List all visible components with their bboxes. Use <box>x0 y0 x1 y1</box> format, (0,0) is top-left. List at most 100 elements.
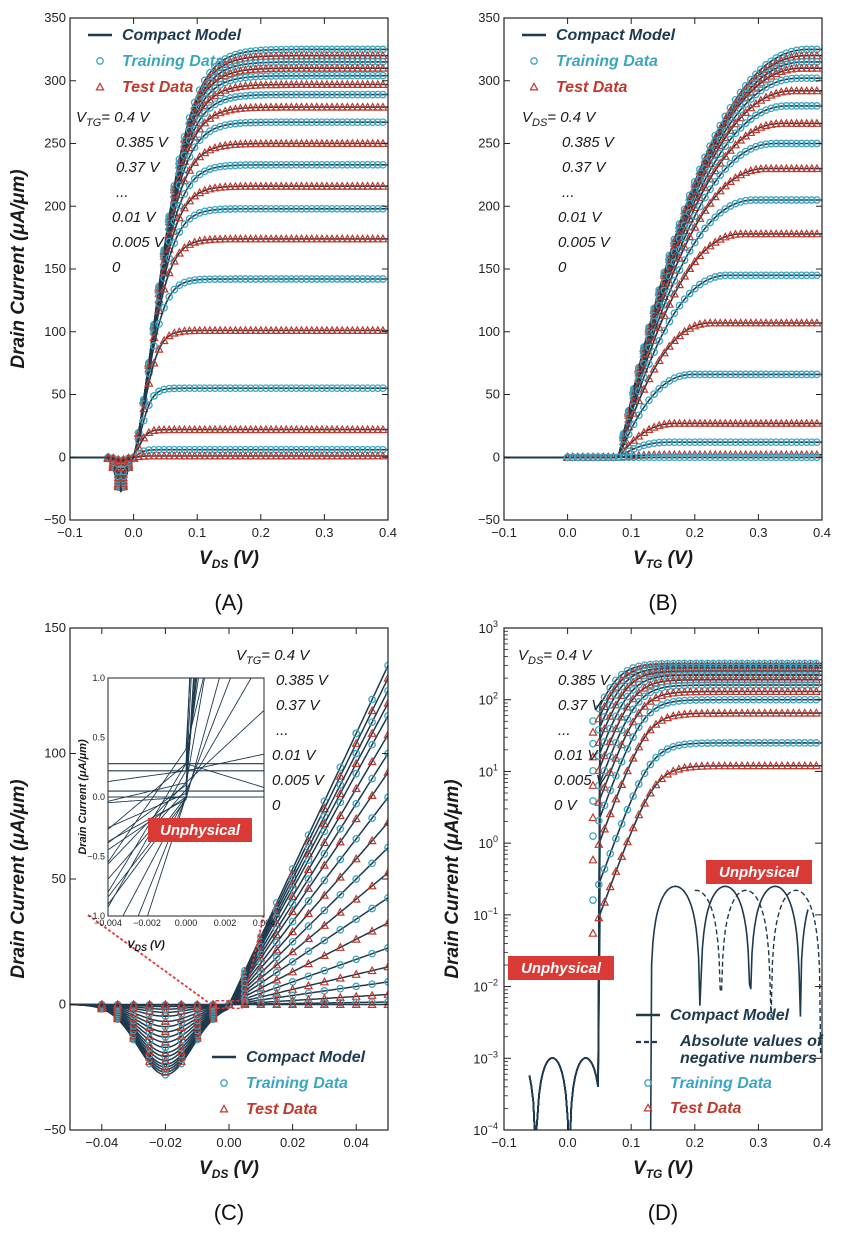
training-marker <box>767 139 775 148</box>
training-marker <box>251 161 260 169</box>
training-marker <box>706 438 714 447</box>
training-marker <box>304 856 313 865</box>
test-marker <box>786 118 797 127</box>
training-marker <box>792 271 801 280</box>
training-marker <box>353 275 362 283</box>
training-marker <box>368 718 376 726</box>
training-marker <box>797 453 806 462</box>
test-marker <box>662 689 673 698</box>
test-marker <box>628 753 638 762</box>
training-marker <box>292 160 301 169</box>
training-marker <box>307 160 316 169</box>
training-marker <box>368 740 376 749</box>
test-marker <box>741 229 751 238</box>
training-marker <box>379 160 387 169</box>
annotation-line: 0.005 V <box>558 234 612 251</box>
test-marker <box>215 234 225 243</box>
training-marker <box>256 979 265 988</box>
annotation-line: 0.005 V <box>272 772 326 789</box>
test-marker <box>240 181 251 190</box>
test-marker <box>301 102 312 111</box>
training-marker <box>806 739 815 747</box>
training-marker <box>797 196 806 204</box>
x-tick-label: 0.1 <box>188 525 206 540</box>
test-marker <box>154 451 164 460</box>
test-marker <box>281 181 291 190</box>
training-marker <box>161 1043 170 1052</box>
test-marker <box>594 737 604 747</box>
training-marker <box>731 370 740 379</box>
annotation-line: 0 <box>272 797 281 814</box>
training-marker <box>216 58 224 67</box>
training-marker <box>328 118 336 127</box>
test-marker <box>179 451 190 460</box>
training-marker <box>624 453 633 462</box>
test-marker <box>737 666 747 675</box>
training-marker <box>304 922 313 930</box>
training-marker <box>746 115 755 123</box>
test-marker <box>771 318 781 327</box>
test-marker <box>760 674 770 684</box>
test-marker <box>128 452 139 461</box>
test-marker <box>351 854 361 863</box>
annotation-line: ... <box>558 722 571 739</box>
test-marker <box>368 138 378 147</box>
training-marker <box>680 453 689 462</box>
test-marker <box>245 451 256 460</box>
training-marker <box>288 991 297 1000</box>
test-marker <box>760 666 770 675</box>
training-marker <box>328 384 336 393</box>
test-marker <box>169 256 179 265</box>
training-marker <box>180 278 189 287</box>
training-marker <box>373 90 382 99</box>
test-marker <box>256 953 266 962</box>
training-marker <box>256 204 265 213</box>
training-marker <box>328 90 336 99</box>
test-marker <box>742 686 753 696</box>
test-marker <box>230 424 241 434</box>
test-marker <box>715 318 725 327</box>
test-marker <box>337 234 347 243</box>
training-marker <box>703 695 712 704</box>
test-marker <box>742 708 753 717</box>
training-marker <box>338 118 347 127</box>
test-marker <box>159 451 169 460</box>
test-marker <box>657 715 667 724</box>
test-marker <box>760 686 770 696</box>
training-marker <box>251 91 260 99</box>
test-marker <box>210 183 220 192</box>
x-tick-label: −0.02 <box>149 1135 182 1150</box>
training-marker <box>792 74 801 83</box>
test-marker <box>230 82 241 91</box>
test-marker <box>654 355 664 365</box>
test-marker <box>628 717 638 726</box>
test-marker <box>746 165 756 175</box>
y-tick-label: −50 <box>478 512 500 527</box>
training-marker <box>716 208 725 217</box>
training-marker <box>267 118 275 127</box>
test-marker <box>645 669 655 678</box>
training-marker <box>318 384 326 393</box>
test-marker <box>276 102 286 111</box>
test-marker <box>599 750 610 760</box>
test-marker <box>741 318 751 327</box>
test-marker <box>335 999 345 1009</box>
training-marker <box>336 925 345 934</box>
test-marker <box>368 451 378 460</box>
test-marker <box>731 686 741 696</box>
training-marker <box>175 201 184 210</box>
test-marker <box>368 63 378 72</box>
test-marker <box>679 242 690 251</box>
annotation-line: 0.005 V <box>112 234 166 251</box>
training-marker <box>792 139 801 148</box>
training-marker <box>358 160 367 169</box>
test-marker <box>337 325 347 334</box>
training-marker <box>297 90 306 99</box>
model-curve <box>504 322 822 459</box>
training-marker <box>302 71 311 80</box>
test-marker <box>771 708 781 717</box>
test-marker <box>179 326 190 335</box>
test-marker <box>261 325 271 334</box>
training-marker <box>623 692 632 701</box>
test-marker <box>639 701 650 710</box>
